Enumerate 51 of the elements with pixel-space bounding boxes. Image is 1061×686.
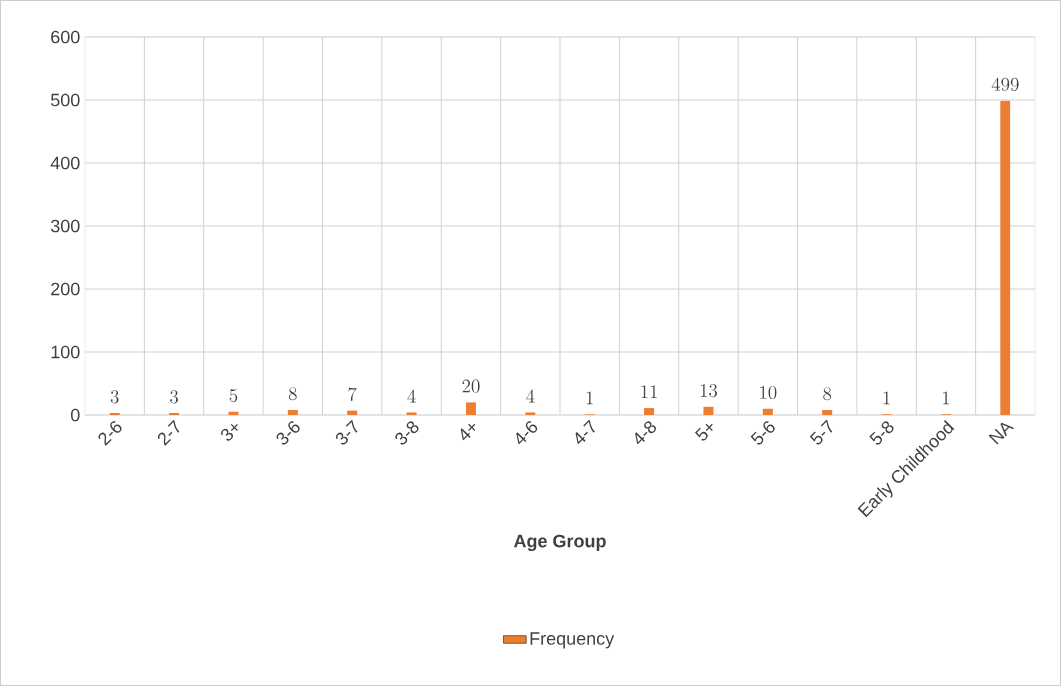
- data-label: 4: [526, 389, 535, 403]
- bar: [287, 409, 298, 415]
- data-label: 499: [991, 77, 1019, 91]
- data-label: 1: [586, 391, 593, 405]
- y-tick-label: 300: [50, 219, 80, 233]
- bar: [406, 412, 417, 415]
- y-tick-label: 0: [70, 408, 80, 422]
- x-tick-label: 3-8: [395, 421, 419, 445]
- bar: [1000, 100, 1011, 415]
- y-tick-label: 600: [51, 30, 80, 44]
- bar: [762, 408, 773, 415]
- data-label: 20: [462, 379, 480, 393]
- bar: [525, 412, 536, 415]
- data-label: 5: [229, 389, 238, 403]
- data-label: 10: [760, 385, 777, 400]
- bar: [644, 408, 655, 415]
- x-tick-label: NA: [988, 422, 1015, 445]
- x-tick-label: 2-7: [157, 419, 180, 446]
- data-label: 7: [348, 387, 357, 401]
- x-tick-label: 4-8: [635, 421, 657, 445]
- bar: [347, 410, 358, 415]
- x-tick-label: 4-7: [575, 419, 595, 445]
- data-label: 3: [110, 390, 119, 404]
- x-tick-label: 3+: [221, 423, 238, 441]
- bar: [228, 411, 239, 415]
- data-label: 11: [641, 385, 657, 399]
- legend-label: Frequency: [530, 632, 615, 649]
- data-label: 3: [170, 390, 178, 404]
- x-tick-label: 5-8: [869, 421, 894, 445]
- x-tick-label: 4-6: [516, 421, 538, 445]
- bar: [465, 402, 476, 415]
- y-tick-label: 400: [50, 156, 80, 170]
- x-tick-label: 3-7: [335, 419, 358, 445]
- y-tick-label: 100: [51, 345, 80, 359]
- data-label: 1: [883, 391, 890, 405]
- x-tick-label: 5-6: [750, 421, 775, 445]
- data-label: 8: [288, 387, 297, 401]
- bar: [822, 409, 833, 415]
- x-tick-label: 4+: [460, 423, 476, 441]
- x-tick-label: 3-6: [276, 421, 300, 445]
- bar: [703, 406, 714, 415]
- x-tick-label: 5-7: [809, 419, 833, 445]
- data-label: 4: [407, 389, 416, 403]
- data-label: 8: [823, 387, 832, 401]
- data-label: 1: [943, 391, 950, 405]
- x-tick-label: 2-6: [98, 421, 122, 446]
- x-tick-label: 5+: [694, 423, 713, 441]
- x-axis-title: Age Group: [513, 534, 606, 552]
- y-tick-label: 200: [51, 282, 80, 296]
- data-label: 13: [700, 384, 718, 398]
- y-tick-label: 500: [50, 93, 80, 107]
